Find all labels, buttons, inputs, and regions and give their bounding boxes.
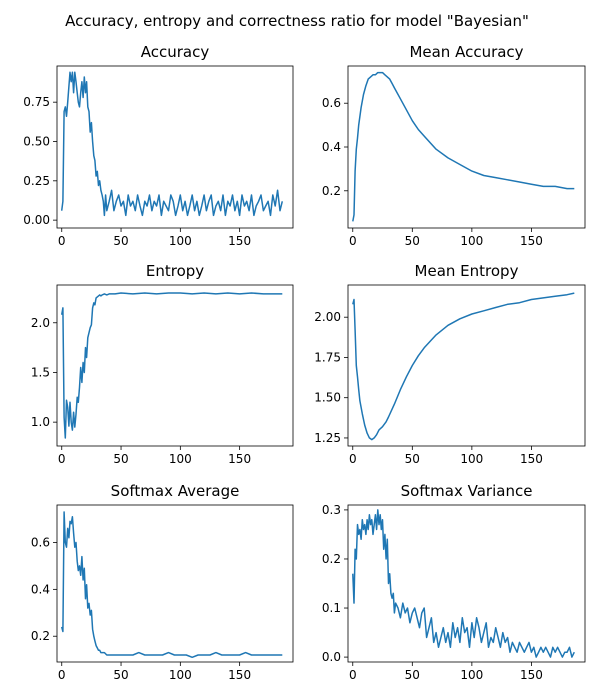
subplot-title: Mean Entropy	[415, 262, 519, 280]
x-tick-label: 150	[520, 234, 543, 248]
y-tick-label: 1.5	[31, 365, 50, 379]
subplot-6: Softmax Variance 0 50 100 150 0.0 0.1 0.2 0.3	[322, 482, 586, 682]
subplot-3: Entropy 0 50 100 150 1.0 1.5 2.0	[31, 262, 294, 466]
axes-frame	[56, 284, 294, 447]
y-tick-label: 0.6	[322, 96, 341, 110]
x-tick-label: 0	[349, 668, 357, 682]
y-tick-label: 0.6	[31, 535, 50, 549]
y-tick-label: 0.4	[322, 140, 341, 154]
subplot-title: Softmax Average	[111, 482, 240, 500]
x-tick-label: 50	[113, 668, 128, 682]
subplot-4: Mean Entropy 0 50 100 150 1.25 1.50 1.75 2.00	[314, 262, 586, 466]
x-tick-label: 100	[460, 668, 483, 682]
data-line	[60, 511, 283, 659]
y-tick-label: 1.75	[314, 350, 341, 364]
x-tick-label: 150	[228, 234, 251, 248]
y-tick-label: 0.75	[23, 95, 50, 109]
x-tick-label: 100	[169, 668, 192, 682]
x-tick-label: 0	[349, 234, 357, 248]
x-tick-label: 50	[113, 452, 128, 466]
y-tick-label: 1.50	[314, 391, 341, 405]
x-tick-label: 100	[460, 452, 483, 466]
figure-title: Accuracy, entropy and correctness ratio …	[65, 12, 529, 30]
x-tick-label: 100	[460, 234, 483, 248]
y-tick-label: 0.25	[23, 174, 50, 188]
x-tick-label: 150	[520, 668, 543, 682]
x-tick-label: 150	[228, 452, 251, 466]
x-tick-label: 50	[405, 452, 420, 466]
x-tick-label: 150	[520, 452, 543, 466]
subplot-title: Accuracy	[141, 43, 210, 61]
data-line	[60, 292, 283, 439]
y-tick-label: 0.2	[322, 552, 341, 566]
subplot-title: Entropy	[146, 262, 204, 280]
x-tick-label: 50	[113, 234, 128, 248]
y-tick-label: 0.1	[322, 601, 341, 615]
x-tick-label: 0	[58, 668, 66, 682]
y-tick-label: 2.0	[31, 316, 50, 330]
y-tick-label: 1.25	[314, 431, 341, 445]
data-line	[352, 509, 575, 658]
axes-frame	[347, 284, 586, 447]
x-tick-label: 0	[58, 234, 66, 248]
subplot-title: Softmax Variance	[401, 482, 533, 500]
y-tick-label: 0.0	[322, 650, 341, 664]
y-tick-label: 2.00	[314, 310, 341, 324]
y-tick-label: 0.50	[23, 134, 50, 148]
axes-frame	[56, 504, 294, 663]
x-tick-label: 50	[405, 668, 420, 682]
data-line	[60, 71, 284, 217]
y-tick-label: 1.0	[31, 415, 50, 429]
x-tick-label: 0	[58, 452, 66, 466]
x-tick-label: 150	[228, 668, 251, 682]
y-tick-label: 0.00	[23, 213, 50, 227]
subplot-5: Softmax Average 0 50 100 150 0.2 0.4 0.6	[31, 482, 294, 682]
y-tick-label: 0.3	[322, 503, 341, 517]
data-line	[352, 292, 575, 441]
subplot-title: Mean Accuracy	[409, 43, 523, 61]
x-tick-label: 0	[349, 452, 357, 466]
x-tick-label: 100	[169, 452, 192, 466]
y-tick-label: 0.2	[31, 629, 50, 643]
subplot-2: Mean Accuracy 0 50 100 150 0.2 0.4 0.6	[322, 43, 586, 248]
y-tick-label: 0.4	[31, 582, 50, 596]
x-tick-label: 100	[169, 234, 192, 248]
y-tick-label: 0.2	[322, 184, 341, 198]
axes-frame	[347, 65, 586, 229]
data-line	[352, 71, 575, 222]
x-tick-label: 50	[405, 234, 420, 248]
axes-frame	[56, 65, 294, 229]
axes-frame	[347, 504, 586, 663]
subplot-1: Accuracy 0 50 100 150 0.00 0.25 0.50 0.75	[23, 43, 294, 248]
